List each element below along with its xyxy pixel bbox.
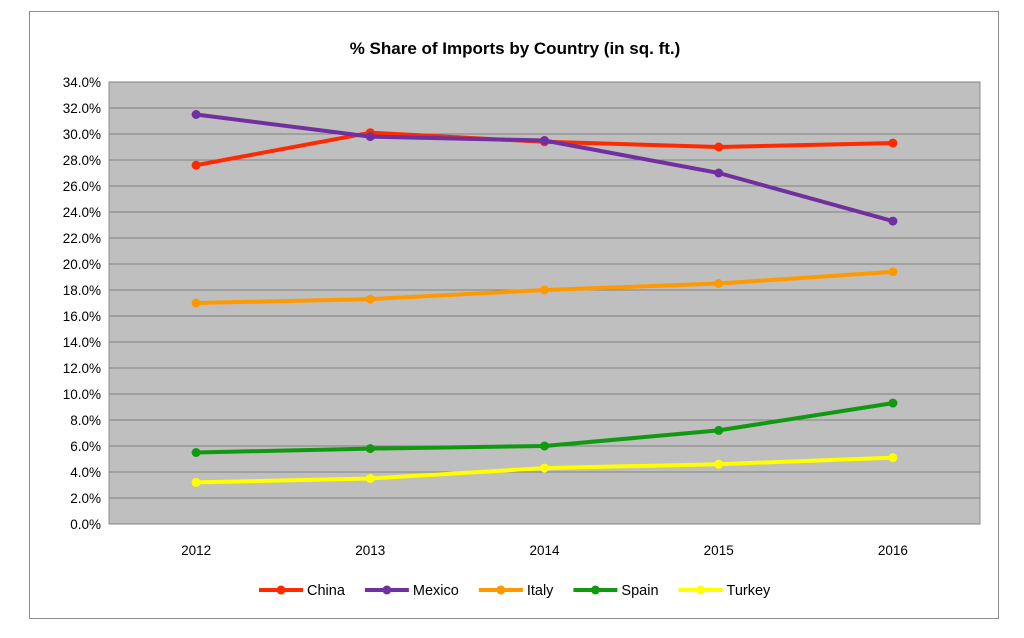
legend: China Mexico Italy Spain Turkey <box>259 583 771 599</box>
x-tick-label: 2014 <box>529 543 560 558</box>
legend-marker-mexico <box>382 585 392 595</box>
x-tick-label: 2013 <box>355 543 385 558</box>
legend-label-italy: Italy <box>527 583 554 599</box>
x-tick-label: 2012 <box>181 543 211 558</box>
y-tick-label: 26.0% <box>63 179 101 194</box>
series-italy <box>191 267 898 308</box>
legend-item-china: China <box>259 583 346 599</box>
series-layer <box>191 110 898 487</box>
y-tick-label: 12.0% <box>63 361 101 376</box>
y-axis-ticks: 0.0% 2.0% 4.0% 6.0% 8.0% 10.0% 12.0% 14.0% 16.0%… <box>63 75 101 532</box>
legend-marker-italy <box>496 585 506 595</box>
x-tick-label: 2015 <box>704 543 734 558</box>
data-point-italy <box>714 279 724 288</box>
y-tick-label: 32.0% <box>63 101 101 116</box>
y-tick-label: 4.0% <box>70 465 101 480</box>
legend-item-italy: Italy <box>478 583 554 599</box>
data-point-spain <box>540 441 549 451</box>
legend-marker-spain <box>590 585 600 595</box>
data-point-mexico <box>714 168 724 178</box>
y-tick-label: 14.0% <box>63 335 101 350</box>
series-spain <box>191 398 898 457</box>
data-point-mexico <box>365 132 375 142</box>
series-mexico <box>191 110 898 226</box>
legend-marker-turkey <box>696 585 706 595</box>
legend-item-mexico: Mexico <box>364 583 459 599</box>
data-point-italy <box>365 294 375 304</box>
data-point-turkey <box>888 453 898 463</box>
data-point-china <box>714 142 724 152</box>
data-point-italy <box>888 267 898 277</box>
data-point-spain <box>714 425 724 435</box>
line-chart: % Share of Imports by Country (in sq. ft… <box>63 39 981 599</box>
data-point-spain <box>888 398 898 408</box>
legend-label-spain: Spain <box>621 583 658 599</box>
x-axis-ticks: 2012 2013 2014 2015 2016 <box>181 543 908 558</box>
y-tick-label: 28.0% <box>63 153 101 168</box>
data-point-italy <box>191 298 201 308</box>
legend-label-mexico: Mexico <box>413 583 459 599</box>
y-tick-label: 6.0% <box>70 439 101 454</box>
legend-item-turkey: Turkey <box>678 583 772 599</box>
y-tick-label: 30.0% <box>63 127 101 142</box>
y-tick-label: 20.0% <box>63 257 101 272</box>
data-point-china <box>888 138 898 148</box>
series-turkey <box>191 453 898 487</box>
y-tick-label: 0.0% <box>70 517 101 532</box>
y-tick-label: 8.0% <box>70 413 101 428</box>
data-point-italy <box>540 285 549 295</box>
y-tick-label: 10.0% <box>63 387 101 402</box>
y-tick-label: 18.0% <box>63 283 101 298</box>
data-point-mexico <box>540 136 549 145</box>
legend-marker-china <box>276 585 286 595</box>
y-tick-label: 16.0% <box>63 309 101 324</box>
legend-item-spain: Spain <box>573 583 659 599</box>
legend-label-china: China <box>307 583 346 599</box>
y-tick-label: 22.0% <box>63 231 101 246</box>
y-tick-label: 34.0% <box>63 75 101 90</box>
data-point-mexico <box>191 110 201 119</box>
data-point-spain <box>191 448 201 457</box>
x-tick-label: 2016 <box>878 543 908 558</box>
data-point-spain <box>365 444 375 454</box>
chart-frame: % Share of Imports by Country (in sq. ft… <box>29 11 999 619</box>
data-point-mexico <box>888 216 898 226</box>
y-tick-label: 24.0% <box>63 205 101 220</box>
data-point-china <box>191 160 201 170</box>
y-tick-label: 2.0% <box>70 491 101 506</box>
data-point-turkey <box>714 459 724 469</box>
legend-label-turkey: Turkey <box>727 583 772 599</box>
data-point-turkey <box>191 477 201 487</box>
data-point-turkey <box>540 463 549 473</box>
data-point-turkey <box>365 474 375 483</box>
chart-title: % Share of Imports by Country (in sq. ft… <box>350 39 681 58</box>
